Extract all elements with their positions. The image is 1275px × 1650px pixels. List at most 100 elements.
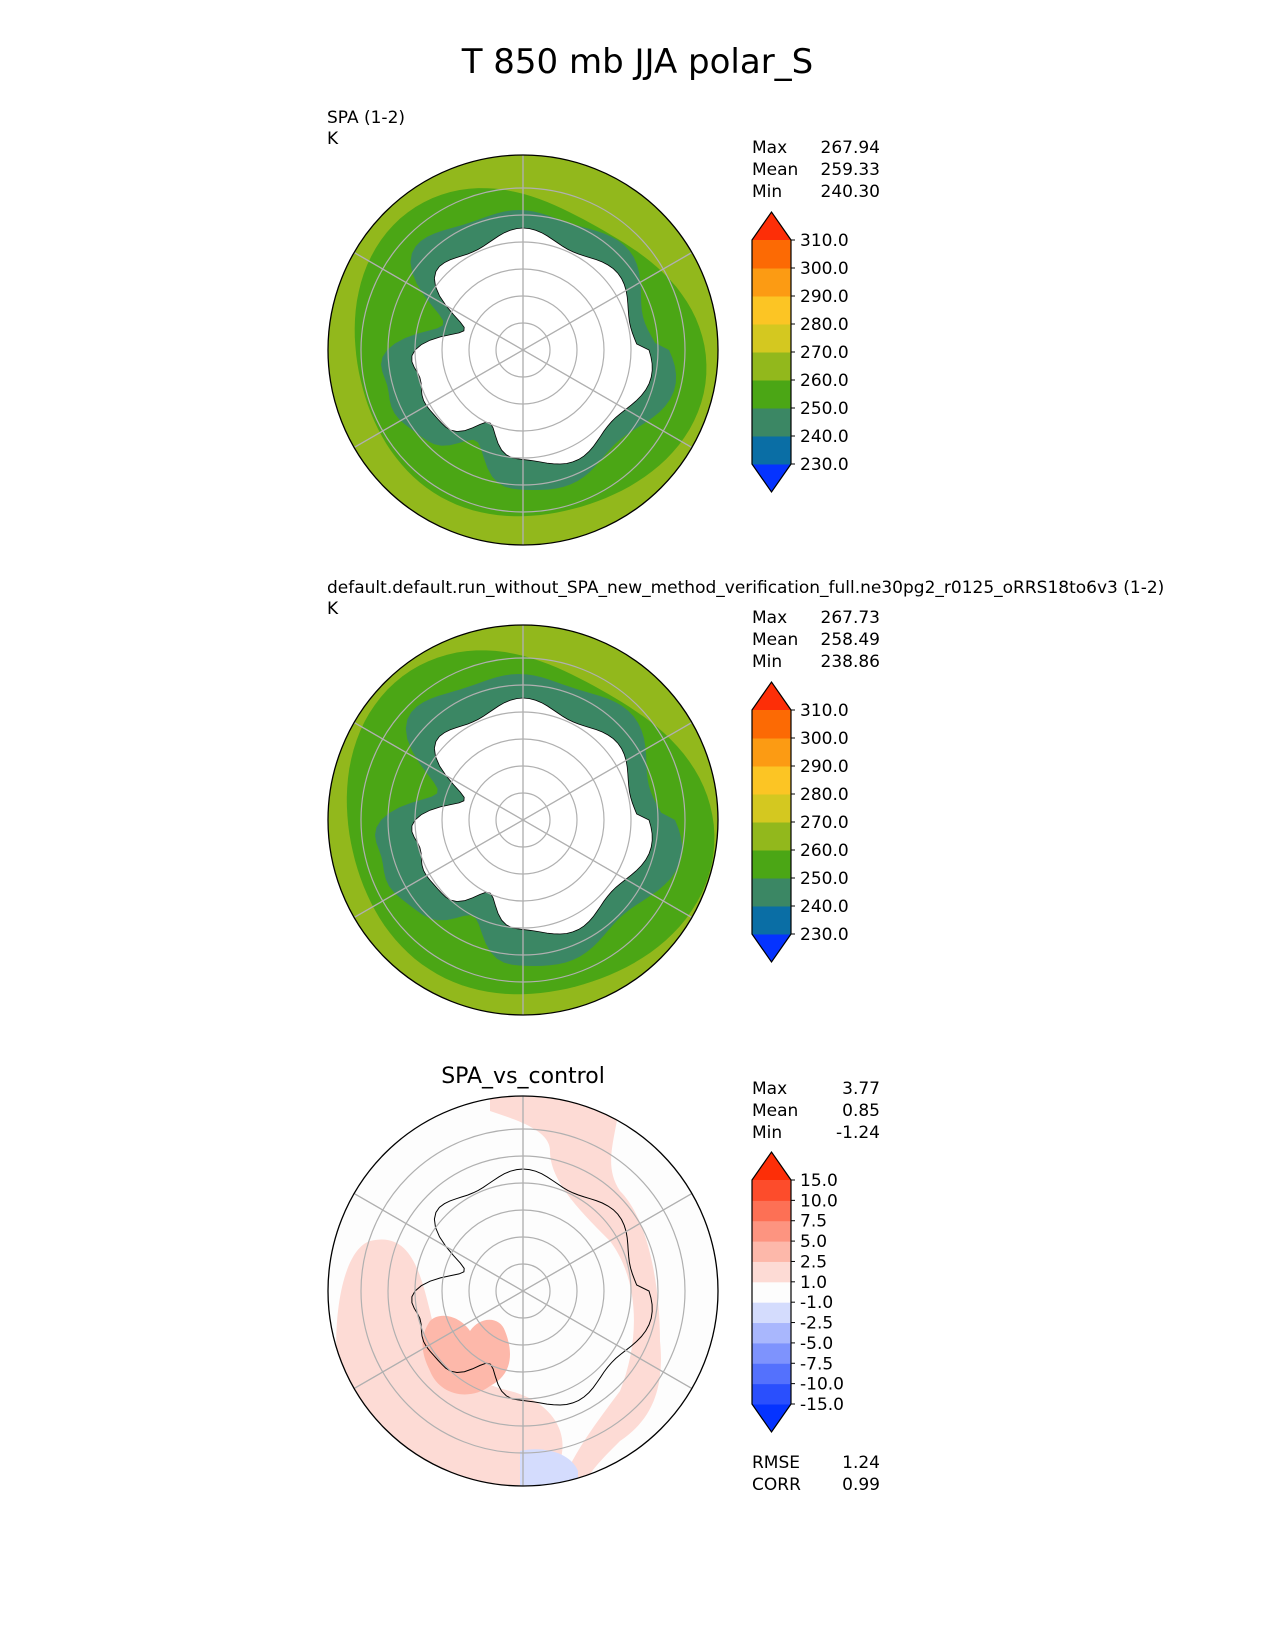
colorbar-tick-label: 290.0 [800, 757, 849, 777]
diff-region-cool [520, 1449, 578, 1486]
diff-region-warm-east [490, 1096, 661, 1486]
colorbar-segment [752, 1200, 791, 1222]
stat-label: Min [752, 1123, 783, 1143]
panel1-polar-map [327, 154, 719, 546]
colorbar-tick-label: 300.0 [800, 729, 849, 749]
colorbar-segment [752, 1241, 791, 1262]
panel2-colorbar: 310.0 300.0 290.0 280.0 270.0 260.0 250.0 240.0… [751, 680, 849, 964]
figure-title: T 850 mb JJA polar_S [461, 42, 814, 82]
colorbar-segment [752, 352, 791, 381]
colorbar-segment [752, 878, 791, 907]
map-frame [327, 1095, 719, 1487]
colorbar-segment [752, 1322, 791, 1344]
colorbar-tick-label: 250.0 [800, 399, 849, 419]
colorbar-tick-label: 280.0 [800, 785, 849, 805]
stat-label: Max [752, 608, 788, 628]
colorbar-tick-label: 240.0 [800, 897, 849, 917]
panel3-stats: Max 3.77 Mean 0.85 Min -1.24 [752, 1078, 880, 1144]
colorbar-tick-label: 1.0 [800, 1273, 827, 1293]
colorbar-segment [752, 822, 791, 851]
stat-value: 240.30 [820, 182, 880, 202]
colorbar-tick-label: 290.0 [800, 287, 849, 307]
colorbar-segment [752, 1220, 791, 1242]
graticule [353, 1096, 693, 1486]
colorbar-extend-max [752, 212, 791, 240]
panel3-metrics: RMSE 1.24 CORR 0.99 [752, 1452, 880, 1496]
colorbar-tick-label: -15.0 [800, 1395, 844, 1415]
colorbar-tick-label: 15.0 [800, 1171, 838, 1191]
stat-label: Max [752, 138, 788, 158]
colorbar-tick-label: 7.5 [800, 1212, 827, 1232]
stat-value: 267.73 [820, 608, 880, 628]
colorbar-segment [752, 324, 791, 353]
panel3-polar-map [327, 1095, 719, 1487]
map-frame [327, 154, 719, 546]
colorbar-tick-label: 260.0 [800, 371, 849, 391]
colorbar-tick-label: 310.0 [800, 231, 849, 251]
colorbar-segment [752, 408, 791, 437]
colorbar-segment [752, 1281, 791, 1303]
stat-value: 267.94 [820, 138, 880, 158]
panel2-title: default.default.run_without_SPA_new_meth… [327, 578, 1164, 620]
colorbar-tick-label: -5.0 [800, 1334, 833, 1354]
stat-value: 0.85 [842, 1101, 880, 1121]
stat-value: 258.49 [820, 630, 880, 650]
colorbar-tick-label: 230.0 [800, 455, 849, 475]
colorbar-extend-min [752, 934, 791, 962]
stat-label: Min [752, 652, 783, 672]
colorbar-segment [752, 296, 791, 325]
map-frame [327, 624, 719, 1016]
colorbar-segment [752, 380, 791, 409]
colorbar-tick-label: -1.0 [800, 1293, 833, 1313]
colorbar-segment [752, 1261, 791, 1283]
colorbar-tick-label: 270.0 [800, 813, 849, 833]
colorbar-segment [752, 738, 791, 767]
panel1-title: SPA (1-2) K [327, 108, 405, 150]
colorbar-segment [752, 850, 791, 879]
stat-label: Mean [752, 160, 799, 180]
panel3-title: SPA_vs_control [441, 1064, 605, 1089]
panel2-units: K [327, 599, 339, 619]
colorbar-segment [752, 436, 791, 465]
graticule [353, 625, 693, 1015]
colorbar-segment [752, 794, 791, 823]
colorbar-tick-label: 230.0 [800, 925, 849, 945]
colorbar-extend-max [752, 682, 791, 710]
panel1-colorbar: 310.0 300.0 290.0 280.0 270.0 260.0 250.0 240.0… [751, 210, 849, 494]
panel2-polar-map [327, 624, 719, 1016]
colorbar-segment [752, 240, 791, 269]
colorbar-segment [752, 1180, 791, 1201]
stat-value: 238.86 [820, 652, 880, 672]
colorbar-extend-min [752, 464, 791, 492]
panel1-stats: Max 267.94 Mean 259.33 Min 240.30 [752, 137, 880, 203]
stat-label: Max [752, 1079, 788, 1099]
stat-value: 259.33 [820, 160, 880, 180]
colorbar-tick-label: 250.0 [800, 869, 849, 889]
metric-value: 1.24 [842, 1453, 880, 1473]
stat-label: Mean [752, 630, 799, 650]
colorbar-tick-label: 260.0 [800, 841, 849, 861]
colorbar-tick-label: 300.0 [800, 259, 849, 279]
colorbar-tick-label: 280.0 [800, 315, 849, 335]
stat-label: Mean [752, 1101, 799, 1121]
stat-value: 3.77 [842, 1079, 880, 1099]
colorbar-tick-label: 240.0 [800, 427, 849, 447]
panel1-units: K [327, 129, 339, 149]
colorbar-segment [752, 1363, 791, 1385]
colorbar-segment [752, 906, 791, 935]
colorbar-segment [752, 766, 791, 795]
panel2-name: default.default.run_without_SPA_new_meth… [327, 578, 1165, 598]
panel2-stats: Max 267.73 Mean 258.49 Min 238.86 [752, 607, 880, 673]
metric-label: CORR [752, 1475, 801, 1495]
graticule [353, 155, 693, 545]
panel3-colorbar: 15.010.07.55.02.51.0-1.0-2.5-5.0-7.5-10.… [751, 1150, 844, 1434]
diff-region-warm-strong [422, 1315, 510, 1395]
stat-label: Min [752, 182, 783, 202]
colorbar-segment [752, 268, 791, 297]
colorbar-tick-label: 2.5 [800, 1252, 827, 1272]
colorbar-tick-label: 310.0 [800, 701, 849, 721]
panel1-name: SPA (1-2) [327, 108, 406, 128]
colorbar-tick-label: 10.0 [800, 1191, 838, 1211]
metric-value: 0.99 [842, 1475, 880, 1495]
colorbar-tick-label: -7.5 [800, 1354, 833, 1374]
